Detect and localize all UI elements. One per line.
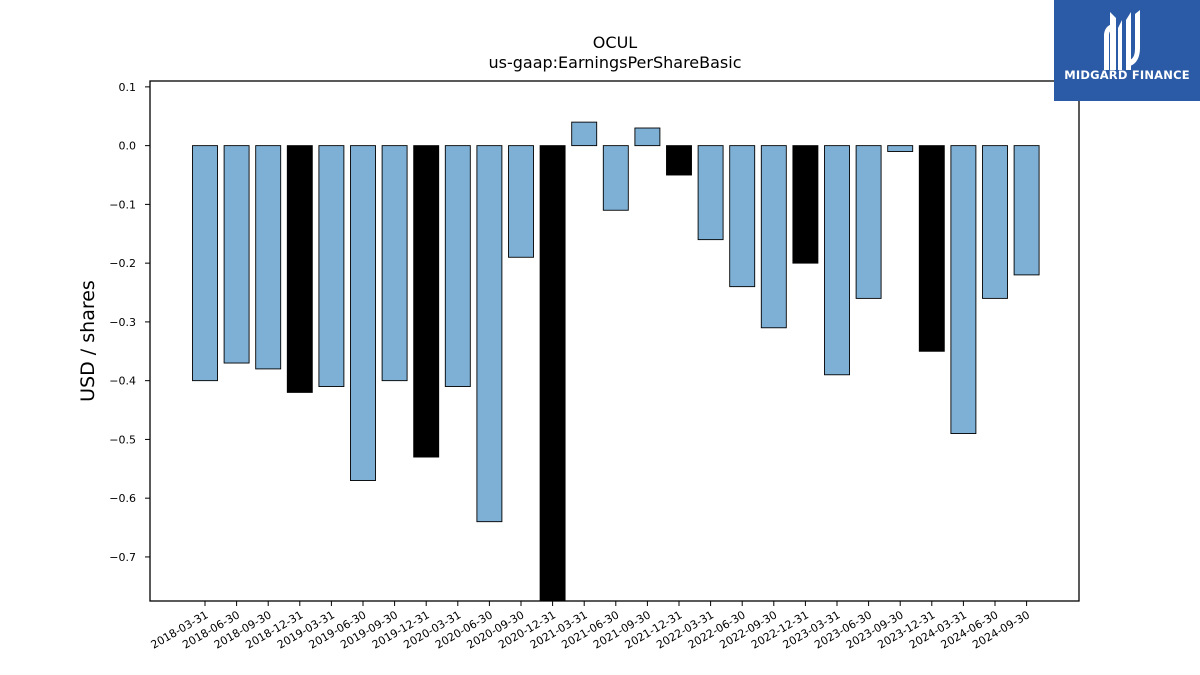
bar-2023-09-30 — [887, 145, 914, 152]
x-axis: 2018-03-312018-06-302018-09-302018-12-31… — [149, 601, 1032, 652]
bar-2021-12-31 — [666, 145, 692, 176]
bar-2019-09-30 — [381, 145, 408, 382]
bar-2023-06-30 — [855, 145, 882, 299]
bar-2024-06-30 — [982, 145, 1008, 299]
bar-series — [192, 121, 1040, 602]
y-axis-label: USD / shares — [77, 280, 99, 402]
chart-title: OCUL — [593, 33, 637, 52]
bar-2023-03-31 — [824, 145, 850, 376]
bar-2022-06-30 — [729, 145, 756, 288]
bar-2020-12-31 — [539, 145, 566, 602]
bar-2022-03-31 — [697, 145, 724, 241]
bar-2021-03-31 — [571, 121, 598, 147]
bar-2018-06-30 — [223, 145, 250, 364]
bar-2021-06-30 — [602, 145, 629, 211]
y-tick-label: −0.1 — [109, 198, 136, 211]
y-tick-label: −0.5 — [109, 433, 136, 446]
bar-2019-03-31 — [318, 145, 345, 387]
bar-2024-03-31 — [950, 145, 977, 434]
bar-2022-12-31 — [792, 145, 819, 264]
y-axis: 0.1 0.0 −0.1 −0.2 −0.3 −0.4 −0.5 −0.6 −0.7 — [109, 81, 150, 564]
y-tick-label: −0.2 — [109, 257, 136, 270]
y-tick-label: −0.4 — [109, 375, 136, 388]
bar-2023-12-31 — [918, 145, 945, 352]
bar-2021-09-30 — [634, 127, 661, 147]
y-tick-label: −0.7 — [109, 551, 136, 564]
y-tick-label: −0.6 — [109, 492, 136, 505]
y-tick-label: 0.0 — [119, 140, 137, 153]
plot-frame — [149, 80, 1080, 602]
brand-name: MIDGARD FINANCE — [1064, 68, 1190, 82]
bar-2018-12-31 — [286, 145, 313, 393]
bar-2018-03-31 — [192, 145, 218, 382]
bar-2019-12-31 — [413, 145, 440, 458]
midgard-logo-icon — [1104, 10, 1140, 70]
y-tick-label: 0.1 — [119, 81, 137, 94]
bar-2022-09-30 — [760, 145, 787, 329]
bar-2020-09-30 — [508, 145, 534, 258]
chart-subtitle: us-gaap:EarningsPerShareBasic — [488, 53, 741, 72]
y-tick-label: −0.3 — [109, 316, 136, 329]
bar-2020-06-30 — [476, 145, 503, 523]
bar-2020-03-31 — [444, 145, 471, 387]
brand-logo: MIDGARD FINANCE — [1054, 0, 1200, 101]
bar-2018-09-30 — [255, 145, 282, 370]
bar-2019-06-30 — [350, 145, 376, 482]
bar-2024-09-30 — [1013, 145, 1040, 276]
